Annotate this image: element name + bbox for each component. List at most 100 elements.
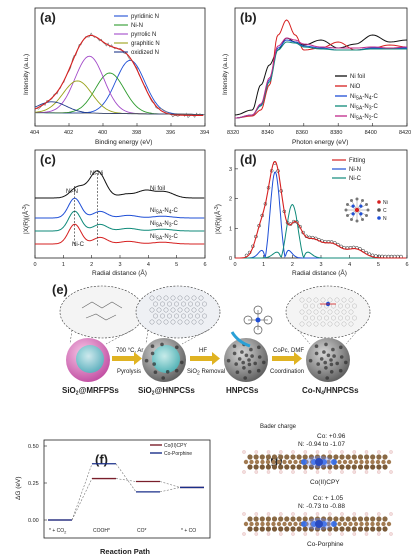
carbon-atom <box>265 521 271 527</box>
hydrogen-atom <box>303 512 308 516</box>
panel-c-xlabel: Radial distance (Å) <box>92 268 147 277</box>
carbon-atom <box>290 516 296 522</box>
carbon-atom <box>375 459 381 465</box>
carbon-atom <box>327 526 333 532</box>
panel-d-ytick-label: 1 <box>229 226 232 232</box>
sphere-pore <box>339 345 343 350</box>
inset-carbon-atom <box>350 199 353 202</box>
carbon-atom <box>376 464 382 470</box>
sphere-pore <box>325 376 330 380</box>
carbon-atom <box>364 454 370 460</box>
graphene-ring <box>334 321 340 327</box>
hydrogen-atom <box>279 450 283 454</box>
panel-a-frame <box>34 7 206 127</box>
graphene-ring <box>341 321 347 327</box>
panel-f-free-energy-chart: (f) ΔG (eV) Reaction Path 0.50 0.25 0.00 *… <box>15 439 211 556</box>
panel-a-fit-envelope <box>34 34 204 117</box>
carbon-atom <box>381 459 386 465</box>
panel-a-xtick-label: 396 <box>166 130 175 136</box>
panel-c-xtick-label: 5 <box>175 262 178 268</box>
carbon-atom <box>254 521 260 527</box>
graphene-ring <box>198 295 204 301</box>
graphene-ring <box>198 319 204 325</box>
hydrogen-atom <box>242 532 246 536</box>
graphene-ring <box>156 307 162 313</box>
panel-b-spectrum-curve <box>234 19 408 119</box>
carbon-atom <box>276 459 282 465</box>
graphene-ring <box>153 301 158 307</box>
carbon-atom <box>271 526 278 532</box>
carbon-atom <box>302 454 308 460</box>
carbon-atom <box>243 521 249 527</box>
hydrogen-atom <box>266 450 271 454</box>
panel-c-curve-label: NiSA-N4-C <box>150 208 178 216</box>
carbon-atom <box>247 526 253 532</box>
carbon-atom <box>357 516 364 522</box>
carbon-atom <box>254 459 260 465</box>
graphene-ring <box>310 315 315 321</box>
hydrogen-atom <box>266 512 271 516</box>
sphere-pore <box>240 350 244 354</box>
carbon-atom <box>293 459 298 465</box>
hydrogen-atom <box>279 470 283 474</box>
carbon-atom <box>342 521 348 527</box>
panel-c-exafs-chart: (c) |X(R)|(Å-3) Radial distance (Å) 0 1 2 3… <box>21 149 207 277</box>
carbon-atom <box>370 454 376 460</box>
graphene-ring <box>303 303 308 309</box>
sphere-pore <box>314 344 319 348</box>
hydrogen-atom <box>266 470 271 474</box>
energy-connector <box>115 463 137 493</box>
nitrogen-atom <box>331 521 337 527</box>
carbon-atom <box>308 454 314 460</box>
graphene-ring <box>156 295 162 301</box>
step3-reagent: CoPc, DMF <box>273 348 304 354</box>
hydrogen-atom <box>291 450 295 454</box>
graphene-ring <box>163 319 169 325</box>
hydrogen-atom <box>328 532 332 536</box>
panel-a-xtick-label: 400 <box>98 130 107 136</box>
graphene-ring <box>153 313 158 319</box>
panel-c-ni-foil-label: Ni foil <box>150 186 165 192</box>
panel-b-xtick-label: 8420 <box>399 130 411 136</box>
panel-c-curve-label: NiSA-N2-C <box>150 234 178 242</box>
panel-a-xticks: 404 402 400 398 396 394 <box>30 123 209 136</box>
carbon-atom <box>253 464 259 470</box>
graphene-ring <box>156 319 162 325</box>
carbon-atom <box>265 516 271 522</box>
graphene-ring <box>163 307 169 313</box>
sphere-pore <box>161 376 165 380</box>
graphene-ring <box>184 295 190 301</box>
carbon-atom <box>364 526 370 532</box>
carbon-atom <box>353 459 359 465</box>
graphene-ring <box>181 313 186 319</box>
carbon-atom <box>345 516 351 522</box>
carbon-atom <box>339 526 345 532</box>
mol2-name: Co-Porphine <box>307 541 344 548</box>
inset-nitrogen-atom <box>359 204 363 208</box>
inset-nickel-atom <box>354 207 360 213</box>
carbon-atom <box>284 526 290 532</box>
graphene-ring <box>177 319 183 325</box>
energy-connector <box>159 487 181 493</box>
graphene-ring <box>303 315 308 321</box>
hydrogen-atom <box>254 512 259 516</box>
step1-conditions: 700 °C, Ar <box>116 348 143 354</box>
sphere-pore <box>235 370 240 374</box>
carbon-atom <box>284 454 290 460</box>
sphere-pores <box>144 342 348 380</box>
carbon-atom <box>247 516 253 522</box>
panel-b-xanes-chart: (b) Intensity (a.u.) Photon energy (eV) … <box>222 7 411 146</box>
material-name-label: SiO2@MRFPSs <box>62 386 119 397</box>
panel-d-fitting-chart: (d) |X(R)|(Å-3) Radial distance (Å) 0 1 2 3… <box>213 149 409 277</box>
graphene-ring <box>174 313 179 319</box>
carbon-atom <box>259 454 265 460</box>
carbon-atom <box>376 526 382 532</box>
panel-b-legend: Ni foil NiO NiSA-N4-C NiSA-N3-C NiSA-N2-C <box>335 74 378 122</box>
graphene-ring <box>317 303 322 309</box>
panel-d-xlabel: Radial distance (Å) <box>292 268 347 277</box>
step2-reagent: HF <box>199 348 207 354</box>
graphene-ring <box>299 321 305 327</box>
graphene-ring <box>310 303 315 309</box>
panel-c-xtick-label: 0 <box>34 262 37 268</box>
zoom-guide-line <box>69 329 73 345</box>
